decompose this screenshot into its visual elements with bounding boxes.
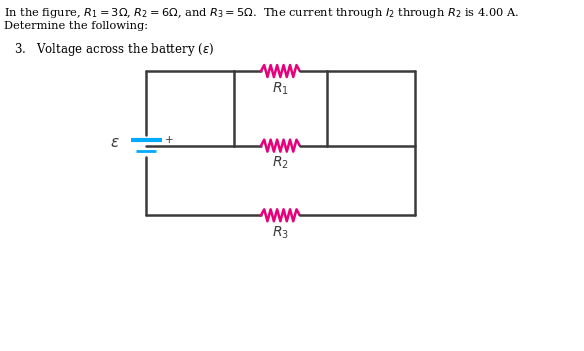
Text: Determine the following:: Determine the following: [4, 21, 148, 31]
Text: $\varepsilon$: $\varepsilon$ [110, 136, 120, 150]
Text: +: + [165, 135, 174, 145]
Text: In the figure, $R_1 = 3\Omega$, $R_2 = 6\Omega$, and $R_3 = 5\Omega$.  The curre: In the figure, $R_1 = 3\Omega$, $R_2 = 6… [4, 6, 519, 20]
Text: $R_2$: $R_2$ [272, 154, 288, 171]
Text: $R_3$: $R_3$ [272, 224, 289, 241]
Text: $R_1$: $R_1$ [272, 81, 289, 97]
Text: 3.   Voltage across the battery ($\varepsilon$): 3. Voltage across the battery ($\varepsi… [14, 41, 214, 58]
